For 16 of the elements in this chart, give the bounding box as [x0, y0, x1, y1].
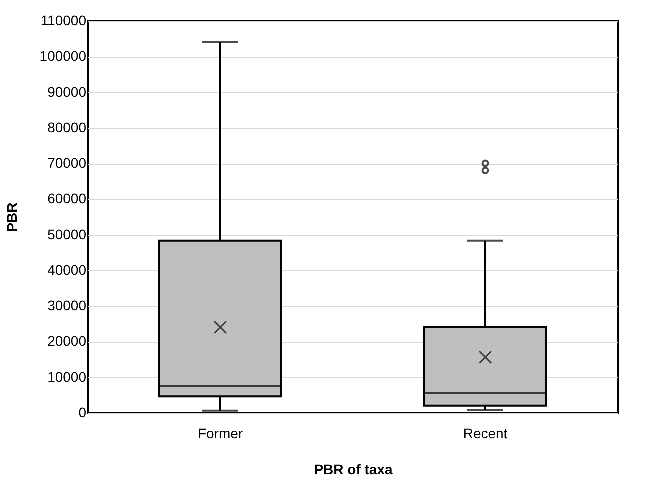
y-tick-label: 90000	[48, 84, 87, 100]
y-tick-label: 20000	[48, 333, 87, 350]
y-tick-label: 30000	[48, 298, 87, 314]
x-axis-title: PBR of taxa	[314, 462, 393, 478]
y-tick-label: 80000	[48, 119, 87, 136]
x-tick-label: Recent	[463, 426, 508, 442]
y-tick-label: 110000	[40, 12, 87, 28]
x-tick-label: Former	[198, 426, 244, 442]
y-tick-label: 10000	[48, 368, 87, 385]
y-tick-label: 70000	[48, 155, 87, 172]
y-tick-label: 50000	[48, 226, 87, 242]
y-axis-title: PBR	[4, 202, 20, 232]
y-tick-label: 60000	[48, 190, 87, 207]
y-tick-label: 100000	[40, 48, 87, 64]
y-tick-label: 40000	[48, 262, 87, 278]
y-tick-label: 0	[78, 404, 87, 420]
